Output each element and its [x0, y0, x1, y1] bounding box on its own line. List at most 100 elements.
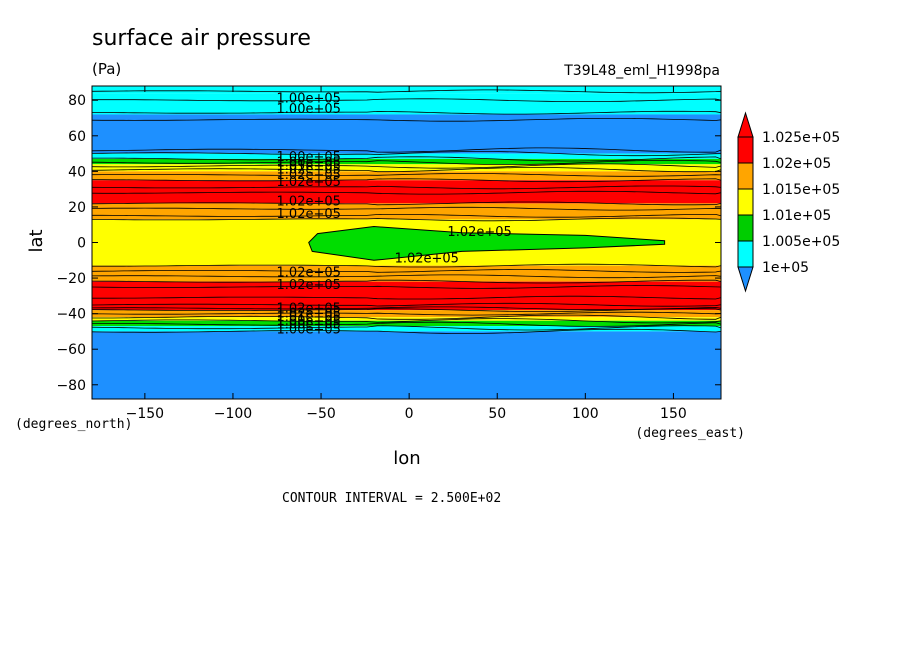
y-axis-label: lat: [26, 229, 47, 252]
x-tick-label: −50: [306, 406, 336, 422]
contour-line-20: [91, 274, 722, 279]
x-tick-label: 100: [572, 406, 599, 422]
equatorial-green-region: [308, 225, 666, 261]
colorbar-label-4: 1.005e+05: [762, 234, 840, 250]
contour-lines: [91, 89, 722, 335]
lat-band-0: [92, 86, 721, 94]
contour-line-17: [91, 217, 722, 222]
lat-band-16: [92, 331, 721, 399]
colorbar-swatch-0: [737, 136, 754, 164]
contour-line-14: [91, 201, 722, 206]
contour-label-6: 1.02e+05: [277, 168, 341, 183]
lat-band-10: [92, 265, 721, 282]
contour-line-22: [91, 285, 722, 289]
contour-line-4: [91, 147, 722, 153]
y-tick-label: 0: [77, 236, 86, 252]
x-tick-label: 50: [488, 406, 506, 422]
contour-label-4: 1.01e+05: [277, 159, 341, 174]
contour-line-29: [91, 318, 722, 324]
contour-line-15: [91, 206, 722, 211]
contour-line-26: [91, 308, 722, 312]
contour-line-7: [91, 159, 722, 165]
contour-line-31: [91, 325, 722, 331]
contour-line-19: [91, 269, 722, 273]
contour-line-5: [91, 151, 722, 157]
x-tick-label: −100: [214, 406, 252, 422]
y-tick-label: 40: [68, 164, 86, 180]
contour-label-10: 1.02e+05: [447, 225, 511, 240]
chart-units: (Pa): [92, 60, 121, 78]
y-tick-label: −80: [56, 378, 86, 394]
contour-label-12: 1.02e+05: [277, 266, 341, 281]
contour-line-13: [91, 190, 722, 195]
contour-interval: CONTOUR INTERVAL = 2.500E+02: [282, 491, 501, 506]
contour-line-3: [91, 118, 722, 122]
contour-label-3: 1.00e+05: [277, 155, 341, 170]
contour-line-1: [92, 98, 722, 102]
colorbar-label-0: 1.025e+05: [762, 130, 840, 146]
x-axis-label: lon: [393, 448, 420, 469]
x-tick-label: 150: [660, 406, 687, 422]
contour-label-5: 1.02e+05: [277, 163, 341, 178]
contour-label-14: 1.02e+05: [277, 301, 341, 316]
contour-label-13: 1.02e+05: [277, 278, 341, 293]
colorbar-swatch-1: [737, 162, 754, 190]
y-tick-label: 60: [68, 129, 86, 145]
y-tick-label: 20: [68, 200, 86, 216]
contour-label-17: 1.00e+05: [277, 314, 341, 329]
y-axis-ticks: 80 60 40 20 0 −20 −40 −60 −80: [56, 93, 721, 394]
lat-band-1: [92, 93, 721, 115]
contour-label-18: 1.00e+05: [277, 317, 341, 332]
colorbar-swatch-4: [737, 240, 754, 268]
experiment-label: T39L48_eml_H1998pa: [563, 63, 720, 79]
colorbar-top-arrow: [737, 111, 754, 138]
contour-line-16: [92, 214, 722, 218]
chart-title: surface air pressure: [92, 26, 311, 51]
x-units-label: (degrees_east): [635, 426, 745, 441]
colorbar-swatch-2: [737, 188, 754, 216]
lat-band-8: [92, 203, 721, 220]
contour-line-27: [91, 311, 722, 316]
contour-line-32: [91, 328, 722, 335]
contour-line-23: [92, 295, 722, 300]
contour-line-6: [92, 156, 722, 162]
colorbar: 1.025e+05 1.02e+05 1.015e+05 1.01e+05 1.005e…: [737, 111, 840, 293]
y-tick-label: −40: [56, 307, 86, 323]
lat-band-6: [92, 171, 721, 181]
contour-line-9: [91, 167, 722, 173]
y-tick-label: −60: [56, 342, 86, 358]
contour-label-2: 1.00e+05: [277, 150, 341, 165]
contour-label-7: 1.02e+05: [277, 175, 341, 190]
contour-line-28: [92, 314, 722, 320]
contour-line-8: [91, 163, 722, 169]
y-tick-label: −20: [56, 271, 86, 287]
contour-label-11: 1.02e+05: [395, 252, 459, 267]
colorbar-label-5: 1e+05: [762, 260, 809, 276]
x-tick-label: 0: [405, 406, 414, 422]
x-axis-ticks: −150 −100 −50 0 50 100 150: [126, 86, 687, 422]
contour-label-0: 1.00e+05: [277, 91, 341, 106]
y-tick-label: 80: [68, 93, 86, 109]
contour-line-10: [91, 173, 722, 177]
contour-line-11: [92, 178, 722, 183]
contour-line-18: [92, 263, 722, 268]
lat-band-15: [92, 326, 721, 332]
contour-line-24: [91, 302, 722, 307]
x-tick-label: −150: [126, 406, 164, 422]
contour-label-16: 1.01e+05: [277, 310, 341, 325]
contour-label-9: 1.02e+05: [277, 207, 341, 222]
contour-label-15: 1.02e+05: [277, 307, 341, 322]
contour-line-30: [91, 321, 722, 327]
contour-line-21: [91, 279, 722, 284]
contour-labels: 1.00e+051.00e+051.00e+051.00e+051.01e+05…: [277, 91, 512, 337]
contour-label-19: 1.00e+05: [277, 323, 341, 338]
contour-label-1: 1.00e+05: [277, 102, 341, 117]
colorbar-swatch-3: [737, 214, 754, 242]
colorbar-bottom-arrow: [737, 266, 754, 293]
colorbar-label-1: 1.02e+05: [762, 156, 831, 172]
contour-label-8: 1.02e+05: [277, 195, 341, 210]
lat-band-7: [92, 180, 721, 204]
colorbar-label-3: 1.01e+05: [762, 208, 831, 224]
lat-band-14: [92, 320, 721, 327]
